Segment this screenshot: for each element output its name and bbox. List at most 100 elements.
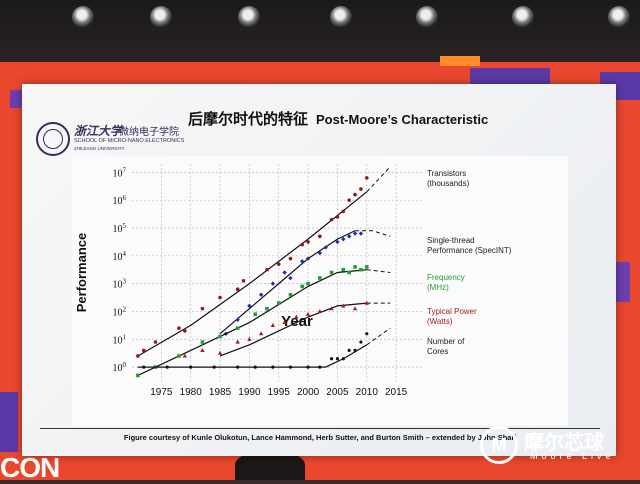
data-point [335, 239, 340, 245]
data-point [300, 259, 305, 264]
watermark-logo-icon: M [480, 426, 518, 464]
projection-line [366, 269, 391, 273]
data-point [217, 350, 223, 355]
data-point [276, 262, 281, 266]
data-point [335, 215, 340, 219]
x-tick-label: 2015 [385, 387, 408, 398]
data-point [364, 176, 369, 180]
school-dept-cn: 微纳电子学院 [119, 127, 179, 138]
data-point [288, 275, 293, 281]
data-point [346, 234, 352, 239]
data-point [212, 365, 216, 369]
data-point [200, 306, 205, 311]
data-point [318, 234, 322, 239]
data-point [253, 365, 257, 369]
chart-area: 1975 1980 1985 1990 1995 2000 2005 2010 2015 100 1… [72, 156, 568, 426]
data-point [136, 373, 140, 378]
figure-caption: Figure courtesy of Kunle Olukotun, Lance… [40, 428, 600, 447]
y-tick-label: 105 [113, 222, 127, 235]
data-point [353, 348, 357, 352]
x-tick-label: 1995 [268, 387, 291, 398]
series-unit-label: Cores [427, 347, 448, 356]
projection-line [355, 230, 391, 237]
data-point [306, 240, 310, 244]
data-point [235, 326, 240, 330]
data-point [306, 365, 310, 369]
stage-light [512, 6, 534, 28]
data-point [352, 306, 358, 311]
data-point [235, 339, 240, 344]
data-point [165, 365, 169, 369]
data-point [288, 292, 293, 297]
data-point [359, 340, 363, 344]
data-point [358, 231, 364, 236]
y-tick-label: 103 [113, 278, 127, 291]
stage-ceiling [0, 0, 640, 70]
data-point [329, 217, 334, 222]
data-point [318, 365, 322, 369]
series-label: Transistors [427, 169, 466, 178]
series-label: Frequency [427, 273, 465, 282]
data-point [253, 312, 258, 317]
data-point [142, 365, 146, 369]
trend-line [137, 191, 368, 357]
data-point [189, 365, 193, 369]
y-tick-label: 107 [113, 166, 127, 179]
data-point [317, 250, 323, 256]
data-point [258, 331, 264, 336]
data-point [341, 357, 345, 361]
data-point [347, 270, 351, 275]
x-tick-label: 2000 [297, 387, 320, 398]
data-point [353, 265, 357, 269]
data-point [318, 276, 322, 280]
data-point [294, 314, 299, 319]
performance-chart: 1975 1980 1985 1990 1995 2000 2005 2010 2015 100 1… [74, 164, 512, 398]
data-point [329, 306, 334, 311]
series-label: Single-thread [427, 236, 475, 245]
series-unit-label: (MHz) [427, 283, 449, 292]
y-tick-label: 100 [113, 361, 127, 374]
data-point [236, 365, 240, 369]
data-point [235, 317, 240, 322]
stage-light [72, 6, 94, 28]
data-point [218, 295, 222, 300]
data-point [359, 187, 363, 191]
watermark: M 摩尔芯球 Moore Live [480, 420, 640, 470]
data-point [347, 348, 351, 352]
data-point [141, 348, 146, 353]
led-block [0, 392, 18, 452]
data-point [270, 281, 276, 286]
projection-slide: 浙江大学 微纳电子学院 SCHOOL OF MICRO-NANO ELECTRO… [22, 84, 616, 456]
x-tick-label: 2005 [326, 387, 349, 398]
stage-light [330, 6, 352, 28]
stage-light [238, 6, 260, 28]
data-point [288, 365, 293, 369]
data-point [300, 242, 305, 247]
y-axis-label: Performance [74, 233, 89, 312]
y-tick-label: 106 [113, 194, 127, 207]
stage-light [150, 6, 172, 28]
x-tick-label: 1975 [150, 387, 173, 398]
watermark-mark: M [491, 434, 507, 455]
data-point [352, 231, 358, 236]
data-point [200, 340, 205, 344]
data-point [341, 303, 346, 308]
series-unit-label: (Watts) [427, 317, 453, 326]
data-point [300, 284, 305, 289]
data-point [347, 198, 351, 202]
data-point [341, 209, 346, 214]
data-point [265, 267, 269, 272]
projection-line [366, 166, 391, 193]
data-point [235, 287, 240, 291]
series-unit-label: Performance (SpecINT) [427, 246, 512, 255]
series-unit-label: (thousands) [427, 179, 470, 188]
data-point [317, 309, 323, 314]
data-point [153, 340, 158, 344]
event-logo-fragment: CON [0, 452, 60, 483]
data-point [305, 311, 311, 316]
data-point [306, 281, 310, 286]
y-tick-label: 101 [113, 333, 127, 346]
school-name-en: SCHOOL OF MICRO-NANO ELECTRONICS [74, 138, 185, 144]
data-point [182, 353, 188, 358]
data-point [177, 326, 181, 330]
